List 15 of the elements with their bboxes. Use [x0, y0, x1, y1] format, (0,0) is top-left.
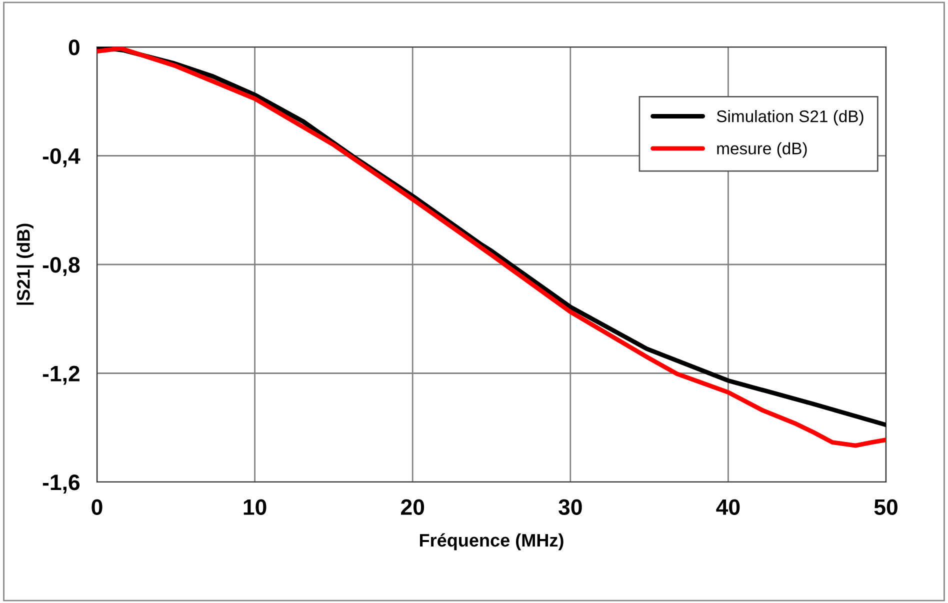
x-tick-label: 10: [244, 499, 266, 515]
y-tick-label: -0,4: [42, 148, 80, 168]
x-tick-label: 40: [716, 499, 740, 515]
y-tick-label: -1,2: [42, 366, 80, 385]
y-tick-label: -1,6: [42, 474, 80, 494]
x-tick-label: 0: [92, 499, 102, 515]
x-tick-label: 30: [558, 499, 582, 516]
x-tick-label: 20: [401, 499, 424, 515]
y-tick-label: 0: [68, 40, 80, 56]
x-axis-title: Fréquence (MHz): [420, 533, 564, 550]
y-axis-title: |S21| (dB): [16, 224, 34, 305]
x-tick-label: 50: [874, 499, 898, 515]
legend-label: Simulation S21 (dB): [716, 110, 864, 126]
y-tick-label: -0,8: [42, 257, 80, 276]
legend-label: mesure (dB): [717, 142, 807, 158]
